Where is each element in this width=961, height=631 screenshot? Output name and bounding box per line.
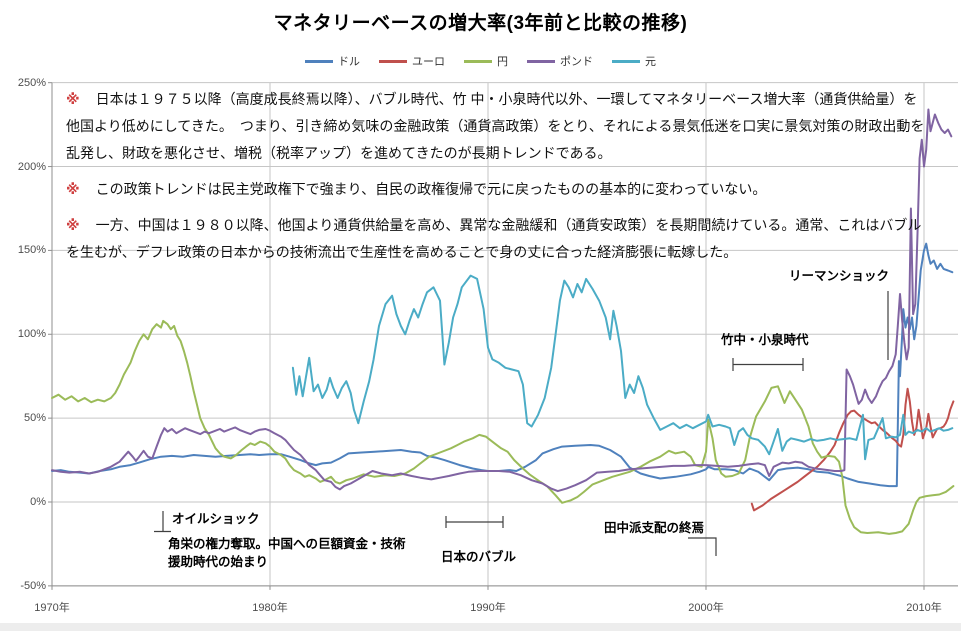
x-axis-label: 2010年: [906, 602, 942, 614]
legend-item-元: 元: [612, 53, 656, 69]
legend-item-ポンド: ポンド: [527, 53, 593, 69]
legend-label: 円: [497, 56, 508, 68]
legend-line-swatch: [527, 59, 555, 63]
y-axis-label: 0%: [30, 496, 46, 508]
bubble-range-bracket: [445, 516, 504, 528]
chart-title: マネタリーベースの増大率(3年前と比較の推移): [273, 13, 688, 34]
y-axis-label: 100%: [17, 328, 46, 341]
oil-shock-pointer: [154, 511, 171, 533]
koizumi-range-bracket: [732, 358, 804, 371]
y-axis-label: 50%: [23, 412, 46, 425]
series-line-円: [51, 319, 955, 535]
annotation-oil-shock-detail-line2: 援助時代の始まり: [168, 555, 269, 569]
tanaka-pointer: [688, 537, 717, 556]
x-axis-label: 2000年: [688, 602, 724, 614]
note-paragraph: ※ 日本は１９７５以降（高度成長終焉以降）、バブル時代、竹 中・小泉時代以外、一環…: [66, 86, 926, 167]
annotation-takenaka-koizumi-era: 竹中・小泉時代: [721, 333, 809, 347]
y-axis-label: 150%: [17, 244, 46, 257]
note-paragraph: ※ 一方、中国は１９８０以降、他国より通貨供給量を高め、異常な金融緩和（通貨安政策…: [66, 212, 926, 266]
y-axis-label: 200%: [17, 160, 46, 173]
annotation-japan-bubble: 日本のバブル: [441, 550, 517, 564]
note-text: この政策トレンドは民主党政権下で強まり、自民の政権復帰で元に戻ったものの基本的に…: [95, 181, 767, 197]
series-line-元: [291, 274, 954, 461]
annotation-oil-shock-detail-line1: 角栄の権力奪取。中国への巨額資金・技術: [168, 537, 406, 551]
x-axis-label: 1990年: [470, 602, 506, 614]
legend-label: ポンド: [560, 56, 593, 68]
series-line-ユーロ: [750, 387, 955, 512]
series-line-ポンド: [51, 108, 953, 493]
legend-item-ドル: ドル: [305, 53, 360, 69]
y-axis-label: -50%: [20, 579, 46, 592]
legend-label: ドル: [338, 56, 360, 68]
annotation-oil-shock: オイルショック: [172, 512, 260, 526]
legend-item-ユーロ: ユーロ: [379, 53, 445, 69]
window-edge: [0, 623, 961, 631]
legend-label: 元: [645, 56, 656, 68]
note-mark: ※: [66, 181, 80, 197]
axes: [48, 82, 958, 590]
chart-legend: ドル ユーロ 円 ポンド 元: [0, 53, 961, 69]
data-series: [51, 108, 955, 535]
legend-line-swatch: [379, 59, 407, 63]
commentary-block: ※ 日本は１９７５以降（高度成長終焉以降）、バブル時代、竹 中・小泉時代以外、一環…: [66, 86, 926, 275]
note-text: 日本は１９７５以降（高度成長終焉以降）、バブル時代、竹 中・小泉時代以外、一環し…: [66, 91, 925, 161]
legend-line-swatch: [305, 59, 333, 63]
legend-line-swatch: [464, 59, 492, 63]
legend-line-swatch: [612, 59, 640, 63]
legend-item-円: 円: [464, 53, 508, 69]
legend-label: ユーロ: [412, 56, 445, 68]
annotation-brackets: [154, 291, 889, 556]
note-mark: ※: [66, 91, 80, 107]
x-axis-label: 1980年: [252, 602, 288, 614]
gridlines: [52, 82, 958, 587]
note-mark: ※: [66, 217, 80, 233]
series-line-ドル: [51, 242, 954, 488]
note-paragraph: ※ この政策トレンドは民主党政権下で強まり、自民の政権復帰で元に戻ったものの基本的…: [66, 176, 926, 203]
annotation-tanaka-faction-end: 田中派支配の終焉: [604, 521, 705, 535]
y-axis-label: 250%: [17, 76, 46, 89]
note-text: 一方、中国は１９８０以降、他国より通貨供給量を高め、異常な金融緩和（通貨安政策）…: [66, 217, 922, 260]
annotation-lehman-shock: リーマンショック: [789, 269, 890, 283]
x-axis-label: 1970年: [34, 602, 70, 614]
